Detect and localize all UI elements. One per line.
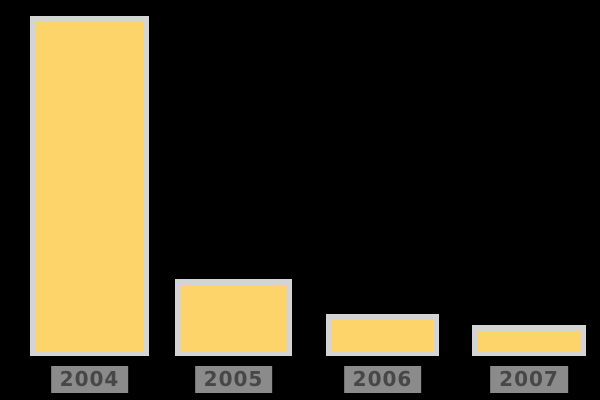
bar	[175, 279, 292, 356]
bar-fill	[36, 22, 144, 352]
bar	[472, 325, 586, 356]
x-axis-label: 2006	[343, 366, 422, 393]
x-axis-label: 2007	[490, 366, 568, 393]
bar-fill	[181, 285, 287, 352]
bar-fill	[478, 331, 581, 352]
bar	[30, 16, 149, 356]
bar	[326, 314, 439, 356]
bar-fill	[332, 320, 434, 352]
x-axis-label: 2004	[50, 366, 129, 393]
x-axis-label: 2005	[194, 366, 273, 393]
